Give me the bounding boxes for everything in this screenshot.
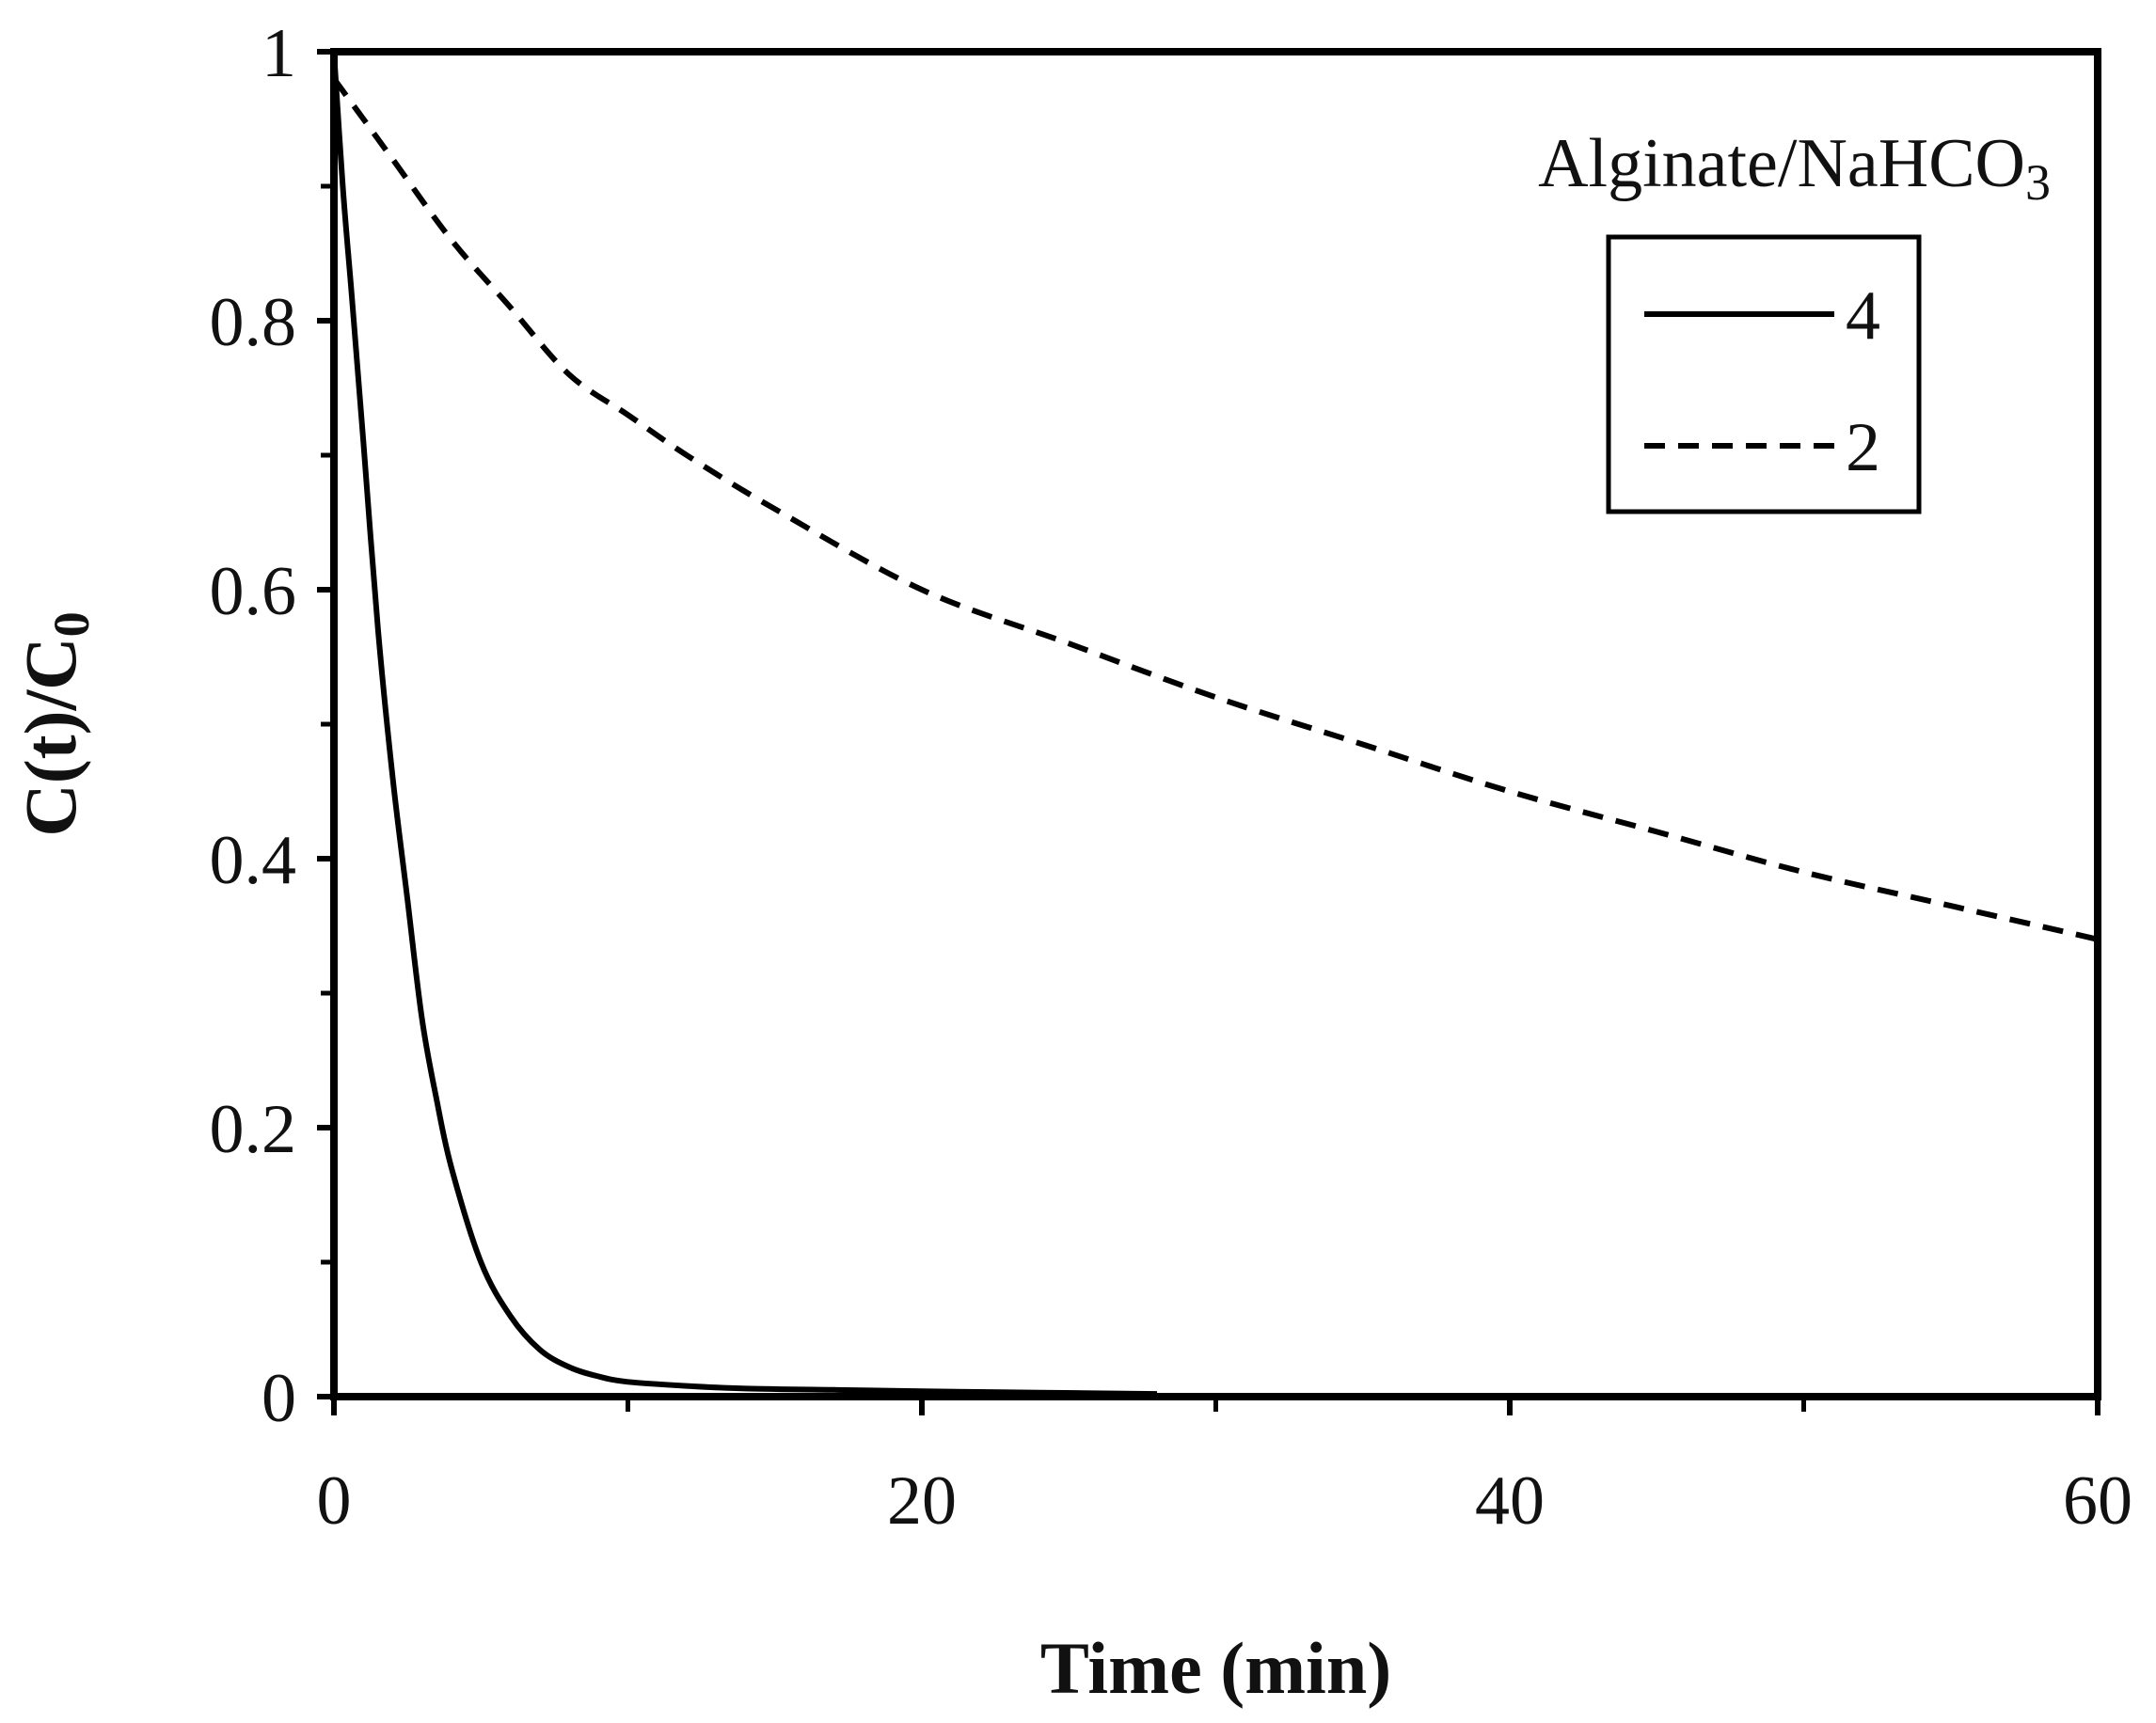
legend-title-subscript: 3 bbox=[2025, 154, 2051, 211]
legend: Alginate/NaHCO3 42 bbox=[1538, 125, 2051, 514]
y-tick-label: 0.2 bbox=[210, 1091, 297, 1168]
y-axis-title: C(t)/C0 bbox=[9, 611, 100, 836]
x-tick-label: 40 bbox=[1475, 1462, 1545, 1540]
series-layer bbox=[331, 51, 2099, 1398]
x-axis: 0 20 40 60 bbox=[317, 1397, 2132, 1540]
legend-title-main: Alginate/NaHCO bbox=[1538, 125, 2025, 202]
series-line-2 bbox=[331, 76, 2099, 942]
y-tick-label: 0.8 bbox=[210, 284, 297, 361]
legend-items: 42 bbox=[1644, 277, 1880, 486]
y-axis-title-main: C(t)/C bbox=[9, 637, 91, 836]
legend-box bbox=[1606, 234, 1922, 514]
y-axis-title-subscript: 0 bbox=[43, 611, 100, 637]
x-tick-label: 20 bbox=[887, 1462, 957, 1540]
y-tick-label: 0 bbox=[262, 1360, 296, 1437]
x-tick-label: 0 bbox=[317, 1462, 352, 1540]
x-axis-title: Time (min) bbox=[1040, 1627, 1391, 1709]
series-line-4 bbox=[331, 51, 1158, 1398]
y-axis: 0 0.2 0.4 0.6 0.8 1 bbox=[210, 15, 334, 1437]
legend-title: Alginate/NaHCO3 bbox=[1538, 125, 2051, 211]
y-tick-label: 0.4 bbox=[210, 822, 297, 899]
legend-label-2: 2 bbox=[1846, 409, 1880, 486]
y-tick-label: 0.6 bbox=[210, 553, 297, 630]
y-tick-label: 1 bbox=[262, 15, 296, 92]
x-tick-label: 60 bbox=[2063, 1462, 2132, 1540]
legend-label-4: 4 bbox=[1846, 277, 1880, 355]
